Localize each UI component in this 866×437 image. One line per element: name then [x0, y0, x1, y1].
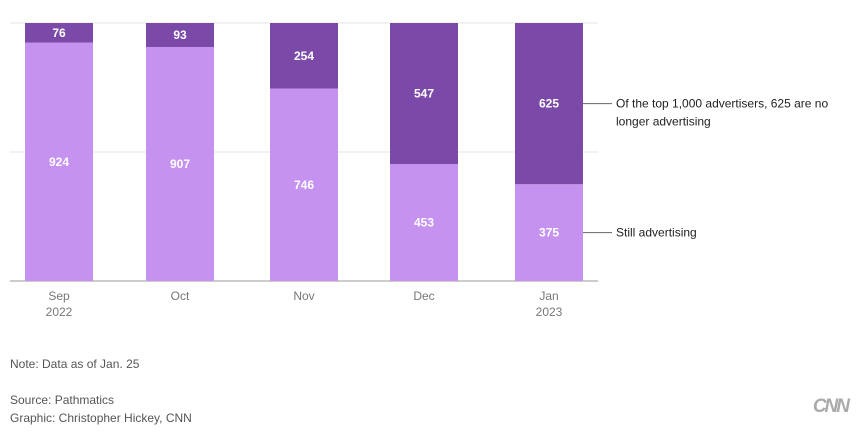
x-tick-label: Dec [413, 289, 434, 303]
chart-note: Note: Data as of Jan. 25 [10, 357, 140, 371]
chart-credit: Graphic: Christopher Hickey, CNN [10, 411, 192, 425]
bar-no-longer-advertising [146, 23, 214, 47]
bar-value-label: 625 [539, 97, 559, 111]
bar-still-advertising [390, 164, 458, 281]
bar-value-label: 907 [170, 157, 190, 171]
bar-value-label: 453 [414, 216, 434, 230]
cnn-logo: CNN [812, 396, 850, 417]
bar-value-label: 375 [539, 226, 559, 240]
x-tick-label: Nov [293, 289, 314, 303]
series-label: Of the top 1,000 advertisers, 625 are no… [616, 97, 828, 129]
bar-still-advertising [515, 184, 583, 281]
x-tick-label: Oct [171, 289, 190, 303]
bar-still-advertising [146, 46, 214, 281]
x-tick-label: Sep 2022 [46, 289, 73, 319]
bar-still-advertising [25, 42, 93, 281]
bar-still-advertising [270, 88, 338, 281]
bar-value-label: 254 [294, 49, 314, 63]
bar-value-label: 76 [52, 26, 66, 40]
bar-value-label: 93 [173, 28, 187, 42]
chart-source: Source: Pathmatics [10, 393, 115, 407]
series-label: Still advertising [616, 226, 697, 240]
bar-no-longer-advertising [270, 23, 338, 89]
bar-value-label: 924 [49, 155, 69, 169]
bar-no-longer-advertising [390, 23, 458, 165]
bar-value-label: 547 [414, 87, 434, 101]
bar-no-longer-advertising [515, 23, 583, 185]
bar-no-longer-advertising [25, 23, 93, 43]
bar-value-label: 746 [294, 178, 314, 192]
x-tick-label: Jan 2023 [536, 289, 563, 319]
